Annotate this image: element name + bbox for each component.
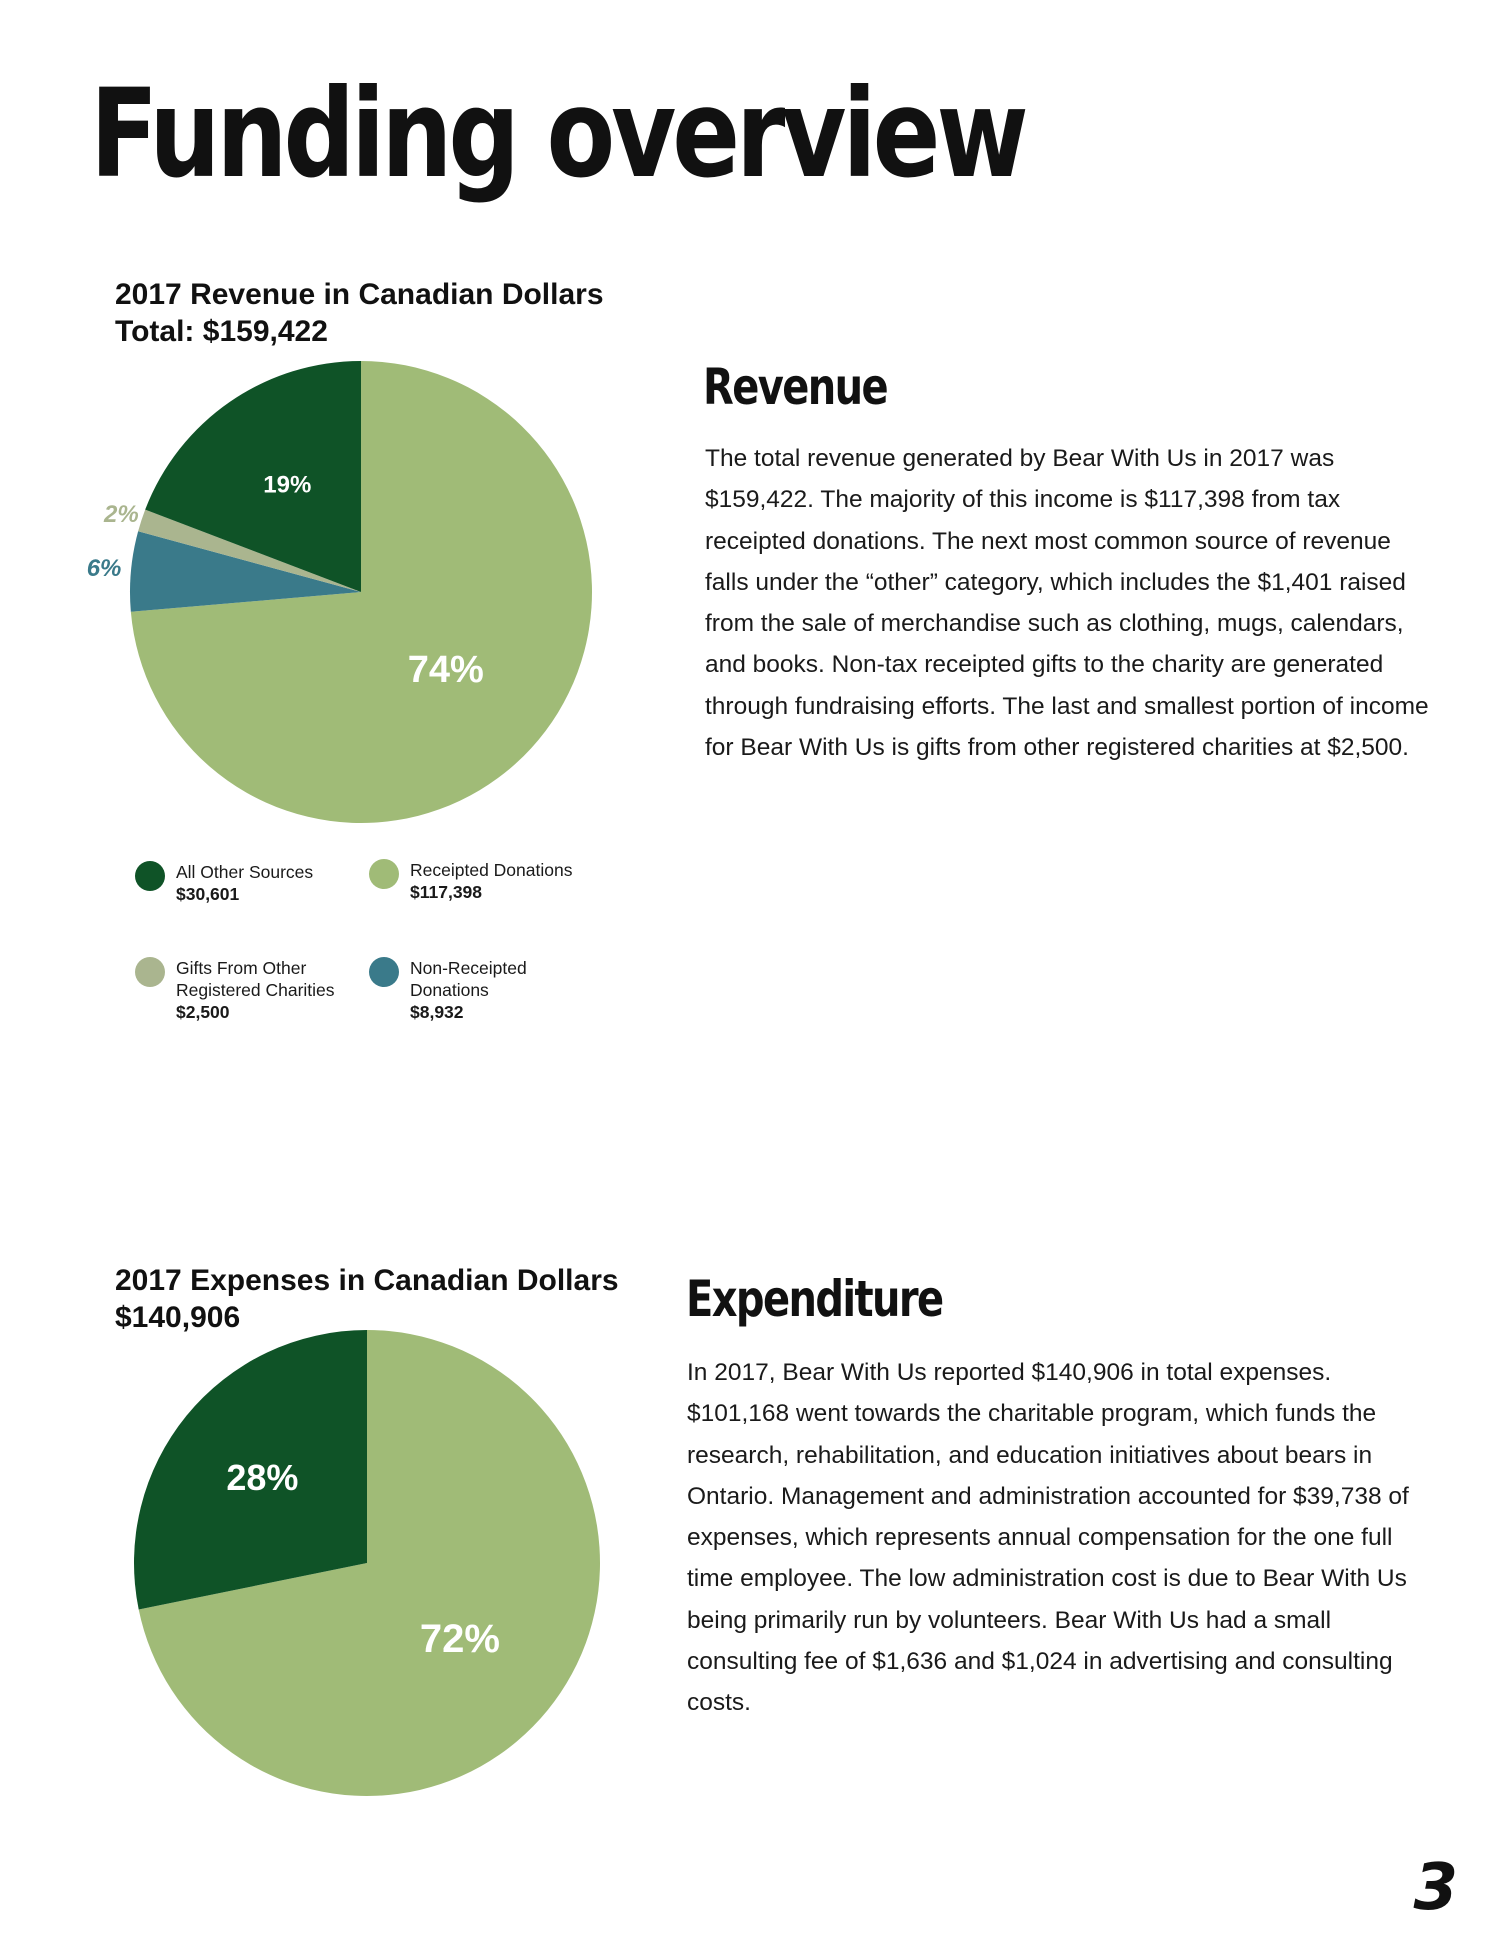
revenue-chart-total: Total: $159,422 [115,315,328,348]
legend-label: All Other Sources [176,862,314,882]
legend-dot [135,957,165,987]
legend-item-gifts-from-other-charities: Gifts From Other Registered Charities $2… [135,957,335,1023]
legend-value: $30,601 [176,884,240,904]
revenue-heading: Revenue [703,358,889,416]
pie-slice-non-receipted-donations [130,531,361,612]
expense-chart-title: 2017 Expenses in Canadian Dollars $140,9… [115,1262,619,1336]
revenue-description: The total revenue generated by Bear With… [705,445,1429,762]
legend-label: Non-Receipted Donations [410,958,527,1000]
legend-value: $117,398 [410,882,483,902]
legend-dot [369,957,399,987]
expenditure-heading: Expenditure [686,1270,944,1328]
pie-slice-gifts-from-other-registered-charities [138,509,361,592]
legend-dot [369,859,399,889]
pie-label-all-other-sources: 19% [263,471,311,498]
pie-label-receipted-donations: 74% [408,649,484,691]
pie-label-charitable-program: 72% [420,1617,500,1661]
legend-value: $8,932 [410,1002,464,1022]
expense-chart-total: $140,906 [115,1301,241,1334]
legend-label: Receipted Donations [410,860,573,880]
page-title: Funding overview [90,63,1029,205]
legend-item-non-receipted-donations: Non-Receipted Donations $8,932 [369,957,527,1023]
pie-label-non-receipted-donations: 6% [87,555,122,582]
pie-slice-all-other-sources [145,361,361,592]
pie-slice-receipted-donations [130,361,592,824]
pie-slice-charitable-program [138,1330,600,1797]
pie-label-management-and-administration: 28% [226,1457,298,1498]
pie-label-gifts-from-other-registered-charities: 2% [103,501,139,528]
expense-chart-title-line1: 2017 Expenses in Canadian Dollars [115,1264,619,1297]
expenditure-description: In 2017, Bear With Us reported $140,906 … [687,1359,1409,1717]
pie-slice-management-and-administration [134,1330,367,1610]
legend-label: Gifts From Other Registered Charities [176,958,335,1000]
legend-dot [135,861,165,891]
revenue-chart-title: 2017 Revenue in Canadian Dollars Total: … [115,276,604,350]
page-number: 3 [1413,1851,1458,1925]
legend-item-all-other-sources: All Other Sources $30,601 [135,861,313,905]
revenue-chart-title-line1: 2017 Revenue in Canadian Dollars [115,278,604,311]
legend-item-receipted-donations: Receipted Donations $117,398 [369,859,572,903]
legend-value: $2,500 [176,1002,230,1022]
